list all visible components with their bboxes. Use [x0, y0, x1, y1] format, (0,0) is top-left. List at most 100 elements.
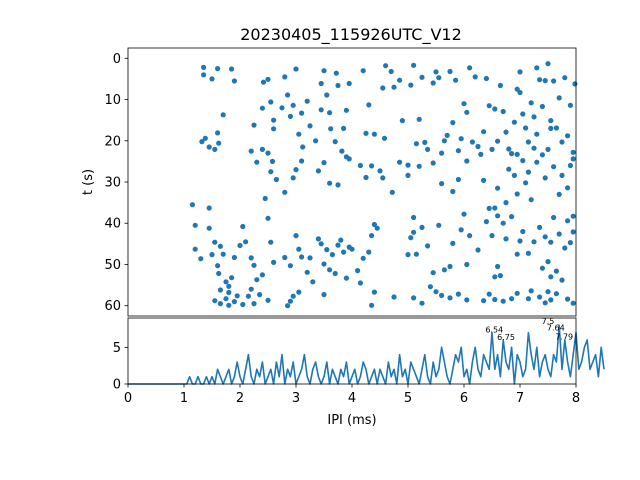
scatter-point [570, 213, 576, 219]
scatter-point [332, 270, 338, 277]
scatter-point [380, 175, 386, 181]
scatter-point [551, 78, 557, 84]
scatter-point [299, 110, 305, 116]
scatter-point [282, 189, 288, 195]
scatter-point [383, 63, 389, 69]
scatter-point [408, 82, 414, 88]
scatter-point [329, 252, 335, 258]
scatter-point [282, 74, 288, 80]
scatter-point [381, 135, 388, 141]
scatter-point [537, 224, 543, 230]
scatter-point [318, 107, 324, 113]
histogram-y-ticks: 05 [113, 341, 128, 393]
scatter-point [223, 279, 229, 285]
scatter-point [300, 144, 306, 150]
scatter-point [425, 243, 431, 249]
scatter-point [492, 274, 498, 280]
scatter-point [231, 299, 237, 305]
scatter-point [534, 131, 540, 137]
scatter-point [371, 131, 377, 137]
scatter-point [216, 270, 222, 277]
scatter-point [369, 302, 375, 308]
scatter-point [411, 295, 417, 301]
scatter-point [399, 118, 405, 124]
scatter-point [441, 138, 447, 144]
scatter-point [422, 139, 428, 145]
scatter-point [265, 76, 271, 82]
scatter-point [492, 205, 498, 211]
scatter-point [503, 236, 509, 242]
scatter-point [279, 105, 285, 111]
scatter-point [290, 175, 296, 181]
scatter-point [217, 243, 223, 249]
scatter-point [293, 167, 299, 173]
scatter-point [461, 211, 467, 217]
scatter-point [570, 229, 576, 235]
histogram-x-tick-label: 0 [124, 391, 132, 406]
scatter-point [220, 112, 226, 118]
scatter-point [492, 106, 498, 112]
scatter-point [531, 114, 537, 120]
scatter-point [343, 275, 349, 281]
scatter-point [523, 180, 529, 186]
scatter-point [503, 200, 509, 206]
scatter-point [411, 229, 417, 235]
scatter-point [570, 300, 576, 306]
scatter-point [525, 139, 532, 145]
scatter-point [192, 222, 198, 228]
scatter-point [268, 169, 274, 175]
scatter-point [509, 296, 515, 302]
scatter-point [542, 234, 548, 240]
scatter-point [525, 250, 532, 256]
scatter-point [497, 273, 503, 279]
scatter-y-tick-label: 40 [104, 217, 121, 232]
scatter-point [273, 176, 279, 183]
scatter-point [374, 225, 380, 231]
scatter-point [506, 146, 512, 152]
scatter-point [206, 225, 212, 231]
scatter-point [215, 66, 221, 72]
scatter-point [520, 158, 526, 164]
scatter-point [254, 277, 260, 283]
scatter-point [458, 136, 464, 142]
scatter-point [405, 252, 411, 258]
scatter-point [327, 110, 333, 116]
scatter-point [287, 298, 293, 304]
scatter-point [486, 103, 492, 109]
scatter-point [486, 205, 492, 211]
scatter-point [486, 291, 492, 297]
scatter-point [450, 120, 456, 126]
scatter-point [346, 80, 352, 87]
scatter-point [514, 191, 520, 197]
histogram-x-tick-label: 3 [292, 391, 300, 406]
scatter-point [366, 102, 372, 108]
scatter-point [254, 159, 260, 165]
scatter-point [332, 139, 338, 145]
histogram-line-series [128, 324, 605, 385]
scatter-point [328, 126, 334, 132]
scatter-point [243, 239, 249, 245]
scatter-point [500, 108, 506, 115]
scatter-point [500, 298, 506, 304]
scatter-point [310, 279, 316, 285]
scatter-point [567, 240, 574, 246]
scatter-point [455, 148, 461, 154]
scatter-point [506, 166, 512, 172]
scatter-point [531, 239, 537, 245]
scatter-point [467, 233, 473, 239]
scatter-point [268, 99, 274, 105]
scatter-point [447, 263, 453, 270]
scatter-point [360, 255, 366, 261]
scatter-point [475, 143, 481, 150]
scatter-point [240, 301, 246, 308]
scatter-point [562, 245, 568, 251]
scatter-point [189, 202, 195, 208]
scatter-point [514, 290, 520, 296]
scatter-point [240, 223, 246, 230]
scatter-point [265, 297, 271, 303]
scatter-point [489, 233, 495, 239]
scatter-point [304, 269, 310, 275]
scatter-point [444, 132, 450, 138]
scatter-point [192, 246, 198, 252]
